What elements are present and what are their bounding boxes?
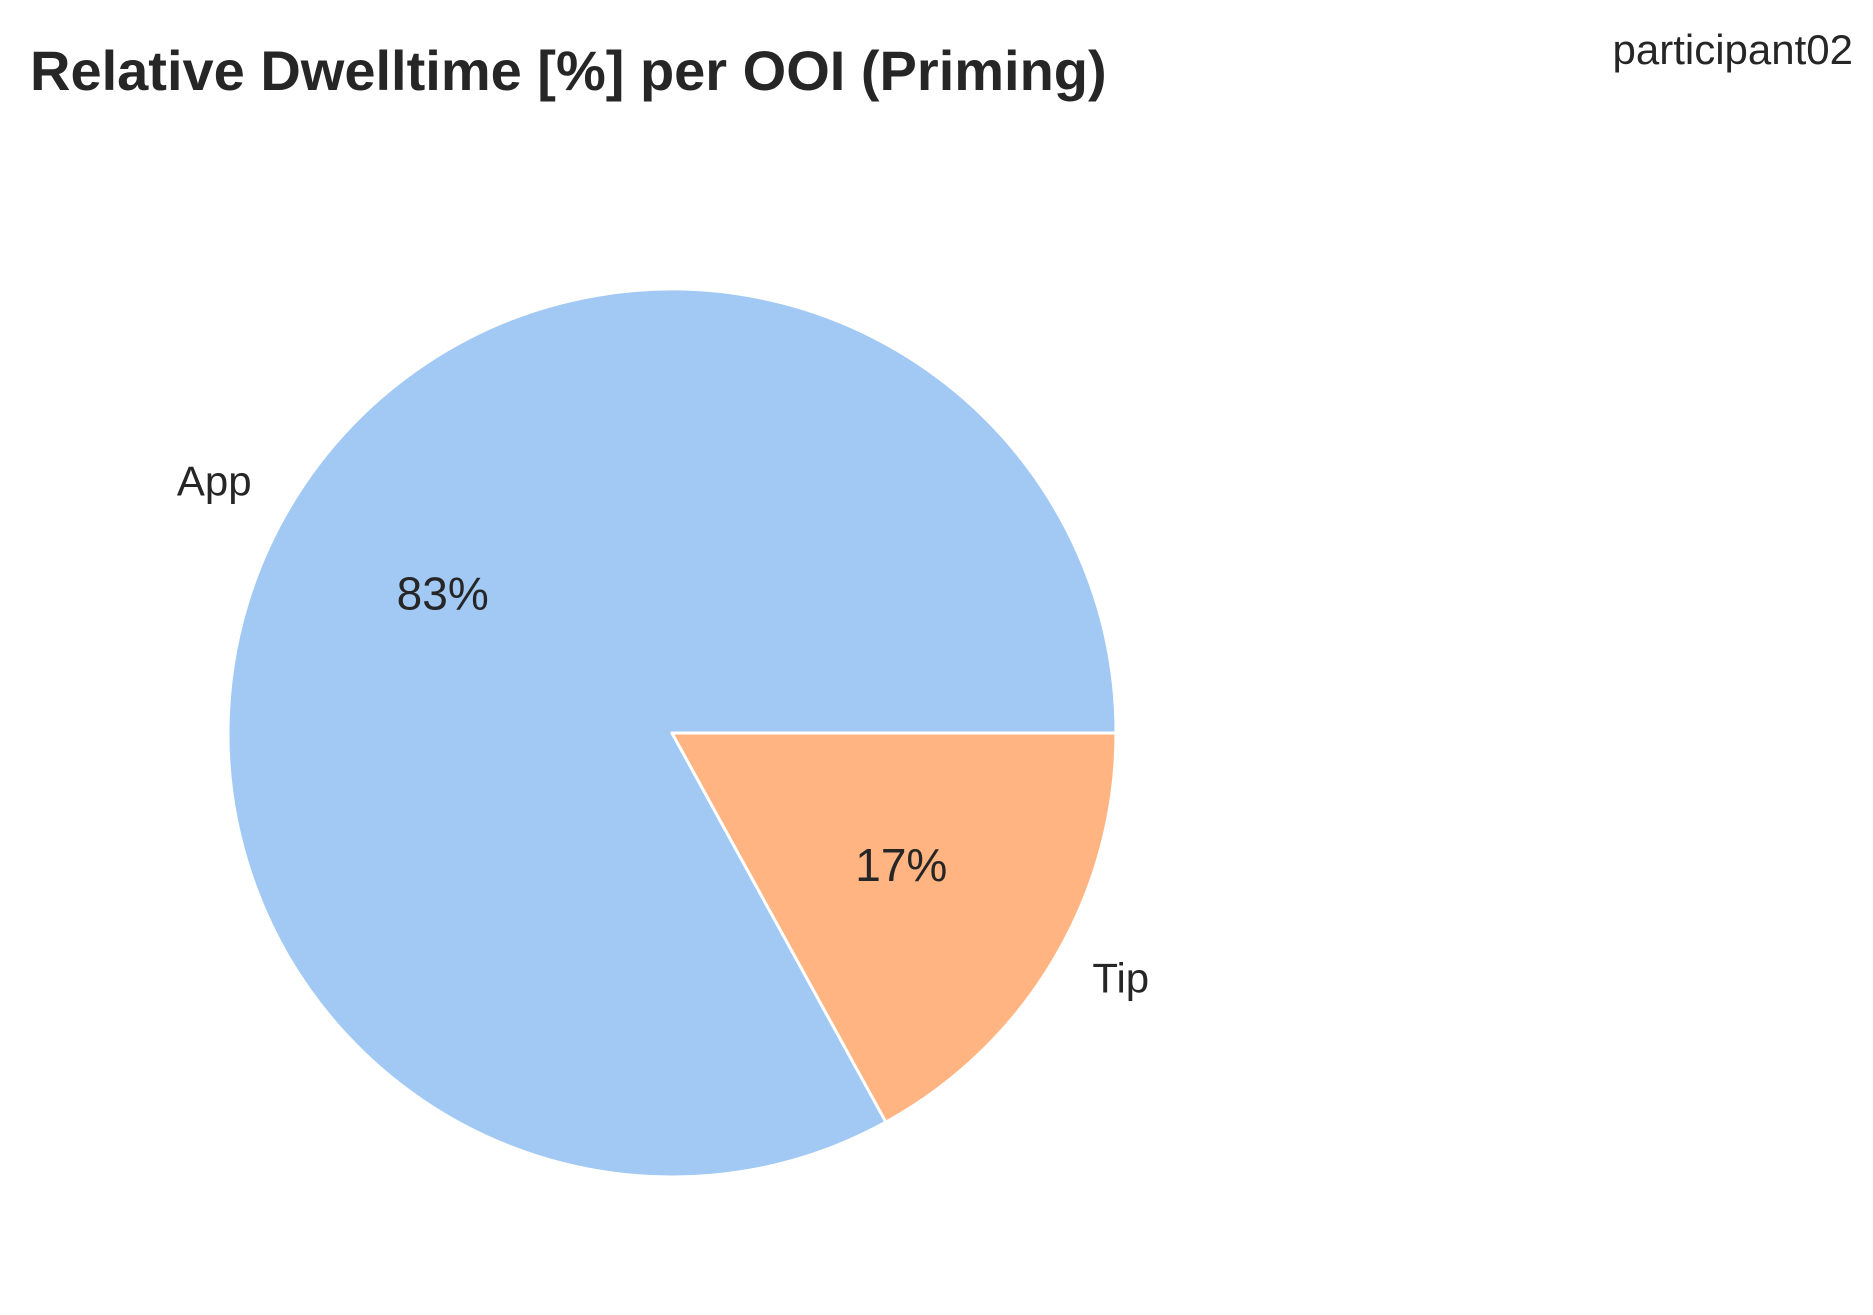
slice-percent-tip: 17% [855,839,947,891]
slice-label-tip: Tip [1092,955,1149,1002]
pie-slices [226,287,1118,1179]
slice-label-app: App [177,457,252,504]
pie-labels: App 83% Tip 17% [177,457,1149,1001]
chart-title: Relative Dwelltime [%] per OOI (Priming) [30,39,1107,102]
slice-percent-app: 83% [397,568,489,620]
chart-subtitle: participant02 [1612,26,1854,73]
pie-slice-tip [670,731,1118,1124]
